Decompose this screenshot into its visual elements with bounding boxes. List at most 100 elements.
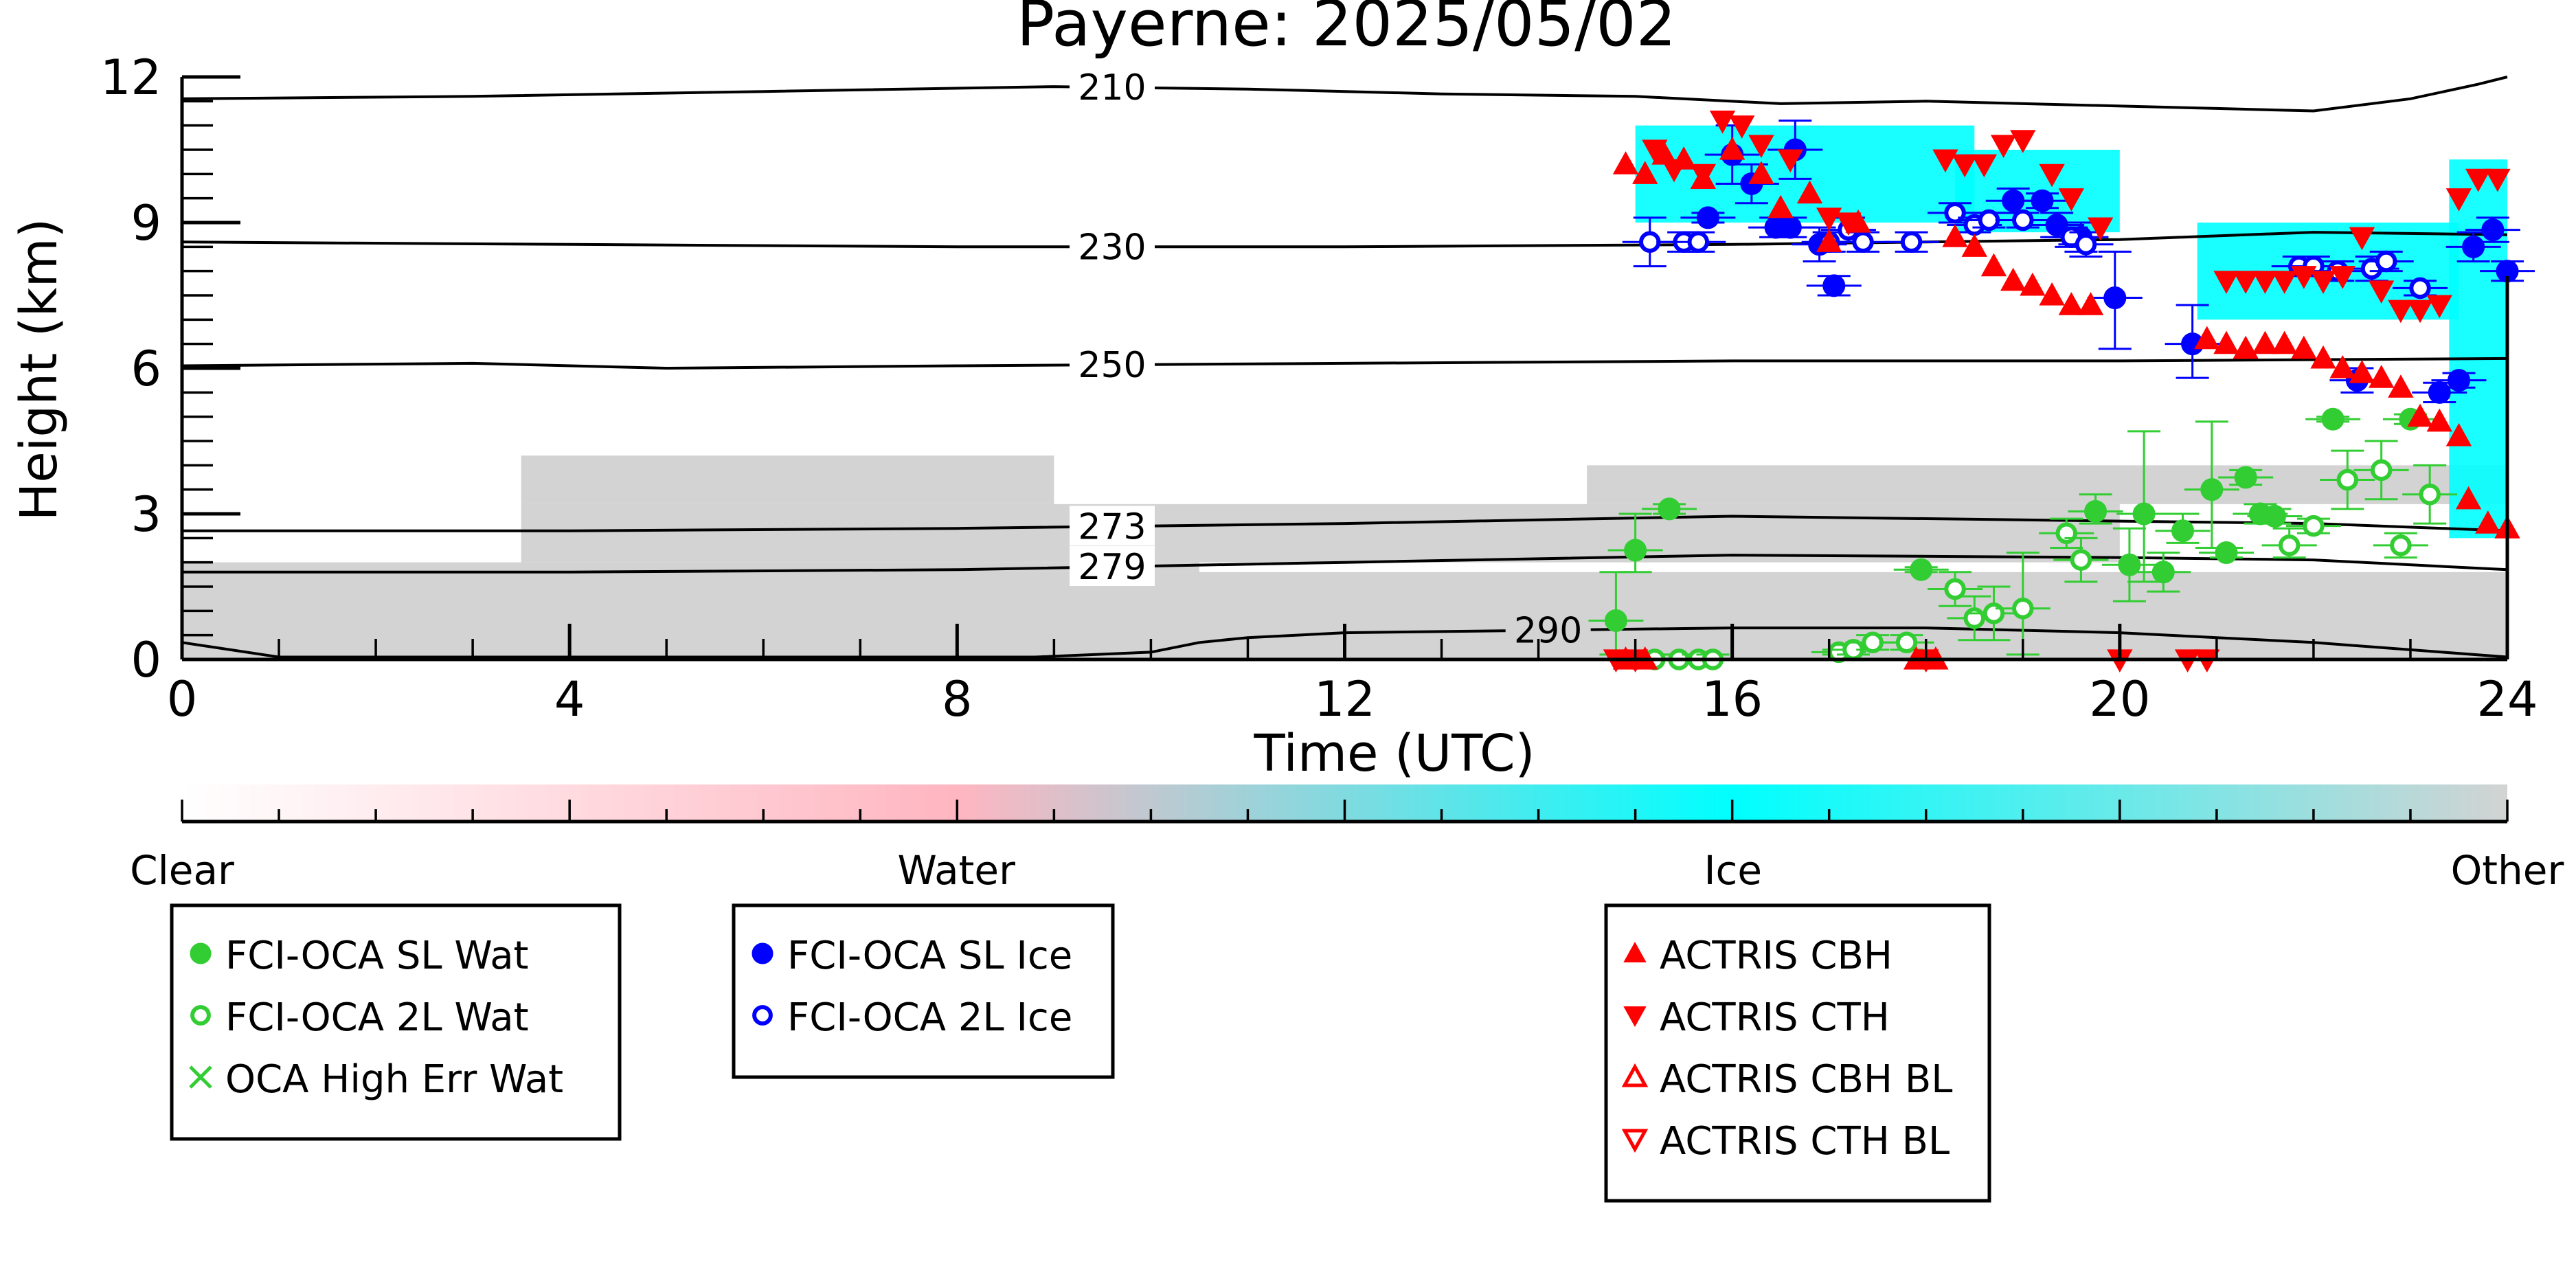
- marker: [2234, 466, 2257, 489]
- isotherm-label-273: 273: [1078, 506, 1146, 547]
- data-point: [1816, 207, 1842, 231]
- marker: [2349, 227, 2375, 251]
- data-point: [1952, 154, 1978, 178]
- marker: [1990, 135, 2017, 158]
- marker: [2481, 218, 2505, 242]
- marker: [1852, 231, 1874, 253]
- data-point: [1671, 231, 1726, 253]
- data-point: [1995, 209, 2050, 231]
- isotherm-label-bg-230: [1070, 226, 1155, 267]
- data-point: [1980, 253, 2007, 277]
- marker: [1690, 163, 1717, 188]
- data-point: [2285, 515, 2341, 537]
- marker: [2329, 354, 2355, 379]
- marker: [1942, 224, 1968, 247]
- marker: [2132, 502, 2156, 526]
- data-point: [1835, 212, 1862, 236]
- legend-label: FCI-OCA 2L Ice: [787, 995, 1072, 1040]
- marker: [1910, 558, 1933, 581]
- marker: [2039, 163, 2065, 188]
- data-point: [1806, 274, 1862, 297]
- marker: [2368, 280, 2395, 304]
- data-point: [1928, 571, 1983, 607]
- marker: [2370, 459, 2393, 482]
- isotherm-label-bg-279: [1070, 546, 1155, 587]
- data-point: [1966, 585, 2022, 642]
- region-ice-5: [1635, 125, 1975, 223]
- data-point: [1642, 139, 1668, 163]
- marker: [1900, 231, 1923, 253]
- marker: [2336, 468, 2359, 491]
- data-point: [1932, 149, 1958, 173]
- legend-entry: ACTRIS CBH BL: [1621, 1057, 1952, 1102]
- series-actris-cth: [1603, 111, 2511, 673]
- marker: [1604, 609, 1627, 632]
- data-point: [2136, 552, 2191, 593]
- data-point: [2198, 541, 2254, 565]
- marker: [2012, 598, 2034, 620]
- marker: [190, 1005, 211, 1026]
- marker: [2263, 505, 2286, 528]
- marker: [190, 942, 212, 964]
- data-point: [2087, 250, 2143, 350]
- data-point: [2445, 422, 2472, 447]
- data-point: [1816, 229, 1842, 252]
- marker: [2171, 519, 2195, 543]
- data-point: [1942, 224, 1968, 247]
- marker: [2407, 300, 2433, 324]
- marker: [1932, 149, 1958, 173]
- isotherm-290: [181, 626, 2508, 659]
- data-point: [2039, 282, 2065, 306]
- marker: [2103, 286, 2127, 310]
- data-point: [2329, 354, 2355, 379]
- marker: [1696, 206, 1719, 229]
- data-point: [2291, 335, 2317, 359]
- marker: [2213, 271, 2239, 294]
- isotherm-label-bg-210: [1070, 67, 1155, 107]
- legend-box-1: FCI-OCA SL Wat FCI-OCA 2L Wat OCA High Err…: [170, 903, 622, 1141]
- x-tick-label: 0: [167, 671, 198, 727]
- marker: [2010, 130, 2036, 153]
- marker: [2321, 407, 2345, 431]
- y-axis-label: Height (km): [10, 218, 69, 521]
- marker: [1748, 135, 1774, 158]
- y-tick-label: 6: [131, 341, 161, 397]
- legend-label: ACTRIS CBH: [1660, 934, 1893, 978]
- marker: [2031, 189, 2054, 212]
- y-tick-label: 9: [131, 195, 161, 251]
- x-tick-label: 8: [942, 671, 973, 727]
- data-point: [2101, 527, 2157, 602]
- isotherm-label-210: 210: [1078, 67, 1146, 109]
- isotherm-210: [181, 76, 2508, 113]
- data-point: [1729, 115, 1755, 139]
- marker: [2000, 267, 2026, 291]
- data-point: [2194, 326, 2220, 350]
- data-point: [2465, 216, 2520, 243]
- data-point: [1748, 161, 1774, 184]
- data-point: [2213, 330, 2239, 354]
- data-point: [2155, 512, 2211, 544]
- data-point: [2233, 335, 2259, 359]
- legend-entry: ACTRIS CTH BL: [1621, 1119, 1950, 1164]
- data-point: [2310, 271, 2336, 294]
- legend-frame: [170, 903, 622, 1141]
- legend-box-2: FCI-OCA SL Ice FCI-OCA 2L Ice: [732, 903, 1115, 1079]
- data-point: [1767, 194, 1794, 218]
- marker: [1621, 1063, 1649, 1087]
- isotherm-label-279: 279: [1078, 547, 1146, 588]
- marker: [2213, 330, 2239, 354]
- marker: [2426, 408, 2452, 432]
- data-point: [2353, 440, 2409, 501]
- marker: [1658, 497, 1681, 521]
- marker: [2233, 335, 2259, 359]
- marker: [2409, 277, 2431, 300]
- data-point: [2407, 300, 2433, 324]
- data-point: [1612, 151, 1639, 174]
- isotherm-label-250: 250: [1078, 345, 1146, 386]
- marker: [2070, 549, 2092, 571]
- marker: [2087, 217, 2114, 241]
- isotherm-230: [181, 231, 2508, 249]
- marker: [1944, 578, 1966, 600]
- marker: [2390, 534, 2412, 556]
